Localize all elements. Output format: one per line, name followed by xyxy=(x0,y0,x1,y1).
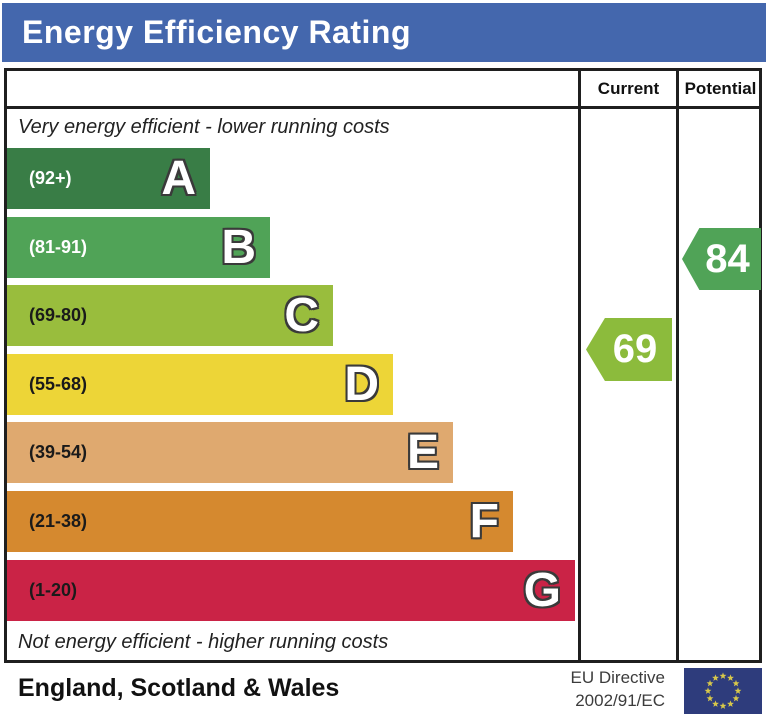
band-range-label: (55-68) xyxy=(29,374,88,394)
band-letter: G xyxy=(523,563,561,617)
title-bar: Energy Efficiency Rating xyxy=(2,3,766,62)
potential-rating-indicator: 84 xyxy=(682,228,761,290)
band-letter: C xyxy=(284,288,319,342)
band-letter: D xyxy=(344,357,379,411)
potential-rating-value: 84 xyxy=(705,236,750,281)
eu-directive-line2: 2002/91/EC xyxy=(575,691,665,710)
eu-flag-icon xyxy=(684,668,762,714)
band-range-label: (81-91) xyxy=(29,237,88,257)
divider-current-column xyxy=(578,68,581,663)
footer-region-label: England, Scotland & Wales xyxy=(18,674,340,702)
band-letter: A xyxy=(161,151,196,205)
band-F: (21-38) F xyxy=(7,491,513,552)
column-header-current: Current xyxy=(597,79,660,98)
band-range-label: (39-54) xyxy=(29,442,88,462)
page-title: Energy Efficiency Rating xyxy=(22,14,411,50)
band-letter: F xyxy=(469,494,499,548)
eu-directive-line1: EU Directive xyxy=(570,668,665,687)
column-header-potential: Potential xyxy=(684,79,757,98)
band-D: (55-68) D xyxy=(7,354,393,415)
bottom-caption: Not energy efficient - higher running co… xyxy=(18,631,389,653)
band-range-label: (1-20) xyxy=(29,580,78,600)
band-G: (1-20) G xyxy=(7,560,575,621)
band-B: (81-91) B xyxy=(7,217,270,278)
header-row-divider xyxy=(4,106,762,109)
eu-directive-label: EU Directive 2002/91/EC xyxy=(465,666,665,712)
band-C: (69-80) C xyxy=(7,285,333,346)
current-rating-indicator: 69 xyxy=(586,318,672,381)
band-E: (39-54) E xyxy=(7,422,453,483)
band-range-label: (69-80) xyxy=(29,305,88,325)
band-A: (92+) A xyxy=(7,148,210,209)
current-rating-value: 69 xyxy=(612,327,658,371)
band-range-label: (21-38) xyxy=(29,511,88,531)
band-letter: E xyxy=(406,425,439,479)
band-range-label: (92+) xyxy=(29,168,72,188)
band-letter: B xyxy=(221,220,256,274)
divider-potential-column xyxy=(676,68,679,663)
top-caption: Very energy efficient - lower running co… xyxy=(18,116,390,138)
